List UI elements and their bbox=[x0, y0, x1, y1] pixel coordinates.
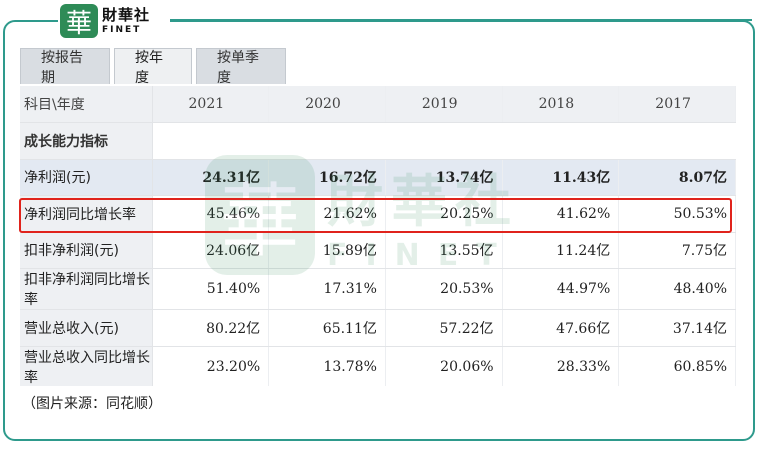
table-cell: 20.06% bbox=[385, 346, 503, 386]
table-cell: 51.40% bbox=[152, 268, 270, 310]
row-label: 营业总收入(元) bbox=[20, 309, 153, 347]
table-cell: 11.43亿 bbox=[502, 159, 620, 196]
table-cell: 13.74亿 bbox=[385, 159, 503, 196]
table-cell: 23.20% bbox=[152, 346, 270, 386]
year-header: 2019 bbox=[385, 86, 503, 123]
table-cell: 21.62% bbox=[268, 195, 386, 233]
table-row: 扣非净利润同比增长率 51.40% 17.31% 20.53% 44.97% 4… bbox=[20, 268, 736, 310]
table-row: 净利润(元) 24.31亿 16.72亿 13.74亿 11.43亿 8.07亿 bbox=[20, 159, 736, 196]
table-cell: 17.31% bbox=[268, 268, 386, 310]
row-label: 扣非净利润同比增长率 bbox=[20, 268, 153, 310]
table-cell: 44.97% bbox=[502, 268, 620, 310]
table-header-row: 科目\年度 2021 2020 2019 2018 2017 bbox=[20, 86, 736, 123]
table-cell: 47.66亿 bbox=[502, 309, 620, 347]
row-label: 营业总收入同比增长率 bbox=[20, 346, 153, 386]
year-header: 2018 bbox=[502, 86, 620, 123]
table-cell: 13.78% bbox=[268, 346, 386, 386]
table-cell: 37.14亿 bbox=[618, 309, 736, 347]
row-label: 扣非净利润(元) bbox=[20, 232, 153, 269]
table-cell: 7.75亿 bbox=[618, 232, 736, 269]
row-label: 净利润(元) bbox=[20, 159, 153, 196]
table-cell: 41.62% bbox=[502, 195, 620, 233]
tab-by-year[interactable]: 按年度 bbox=[114, 48, 192, 86]
table-cell: 13.55亿 bbox=[385, 232, 503, 269]
tab-by-quarter[interactable]: 按单季度 bbox=[196, 48, 286, 86]
table-cell: 28.33% bbox=[502, 346, 620, 386]
table-row: 营业总收入(元) 80.22亿 65.11亿 57.22亿 47.66亿 37.… bbox=[20, 309, 736, 347]
table-cell: 24.31亿 bbox=[152, 159, 270, 196]
logo-text-en: FINET bbox=[102, 24, 142, 35]
tab-by-report-period[interactable]: 按报告期 bbox=[20, 48, 110, 86]
header-label: 科目\年度 bbox=[20, 86, 153, 123]
table-cell: 16.72亿 bbox=[268, 159, 386, 196]
table-cell: 57.22亿 bbox=[385, 309, 503, 347]
table-cell: 80.22亿 bbox=[152, 309, 270, 347]
table-cell: 50.53% bbox=[618, 195, 736, 233]
year-header: 2021 bbox=[152, 86, 270, 123]
logo-text-cn: 財華社 bbox=[102, 5, 151, 24]
period-tabs: 按报告期 按年度 按单季度 bbox=[20, 48, 286, 86]
year-header: 2020 bbox=[268, 86, 386, 123]
table-cell: 65.11亿 bbox=[268, 309, 386, 347]
year-header: 2017 bbox=[618, 86, 736, 123]
table-row: 扣非净利润(元) 24.06亿 15.89亿 13.55亿 11.24亿 7.7… bbox=[20, 232, 736, 269]
financial-table: 科目\年度 2021 2020 2019 2018 2017 成长能力指标 净利… bbox=[20, 86, 736, 386]
row-label: 净利润同比增长率 bbox=[20, 195, 153, 233]
section-label: 成长能力指标 bbox=[20, 122, 153, 160]
table-cell: 24.06亿 bbox=[152, 232, 270, 269]
table-row: 营业总收入同比增长率 23.20% 13.78% 20.06% 28.33% 6… bbox=[20, 346, 736, 386]
table-cell: 60.85% bbox=[618, 346, 736, 386]
table-cell: 8.07亿 bbox=[618, 159, 736, 196]
table-cell: 20.25% bbox=[385, 195, 503, 233]
table-cell: 45.46% bbox=[152, 195, 270, 233]
image-source-note: （图片来源：同花顺） bbox=[22, 396, 162, 412]
finet-logo-icon: 華 bbox=[60, 4, 98, 39]
table-cell: 15.89亿 bbox=[268, 232, 386, 269]
table-cell: 20.53% bbox=[385, 268, 503, 310]
header-divider bbox=[130, 19, 752, 21]
finet-logo: 華 財華社 FINET bbox=[58, 2, 170, 40]
table-cell: 11.24亿 bbox=[502, 232, 620, 269]
section-row: 成长能力指标 bbox=[20, 122, 736, 160]
table-row: 净利润同比增长率 45.46% 21.62% 20.25% 41.62% 50.… bbox=[20, 195, 736, 233]
table-cell: 48.40% bbox=[618, 268, 736, 310]
